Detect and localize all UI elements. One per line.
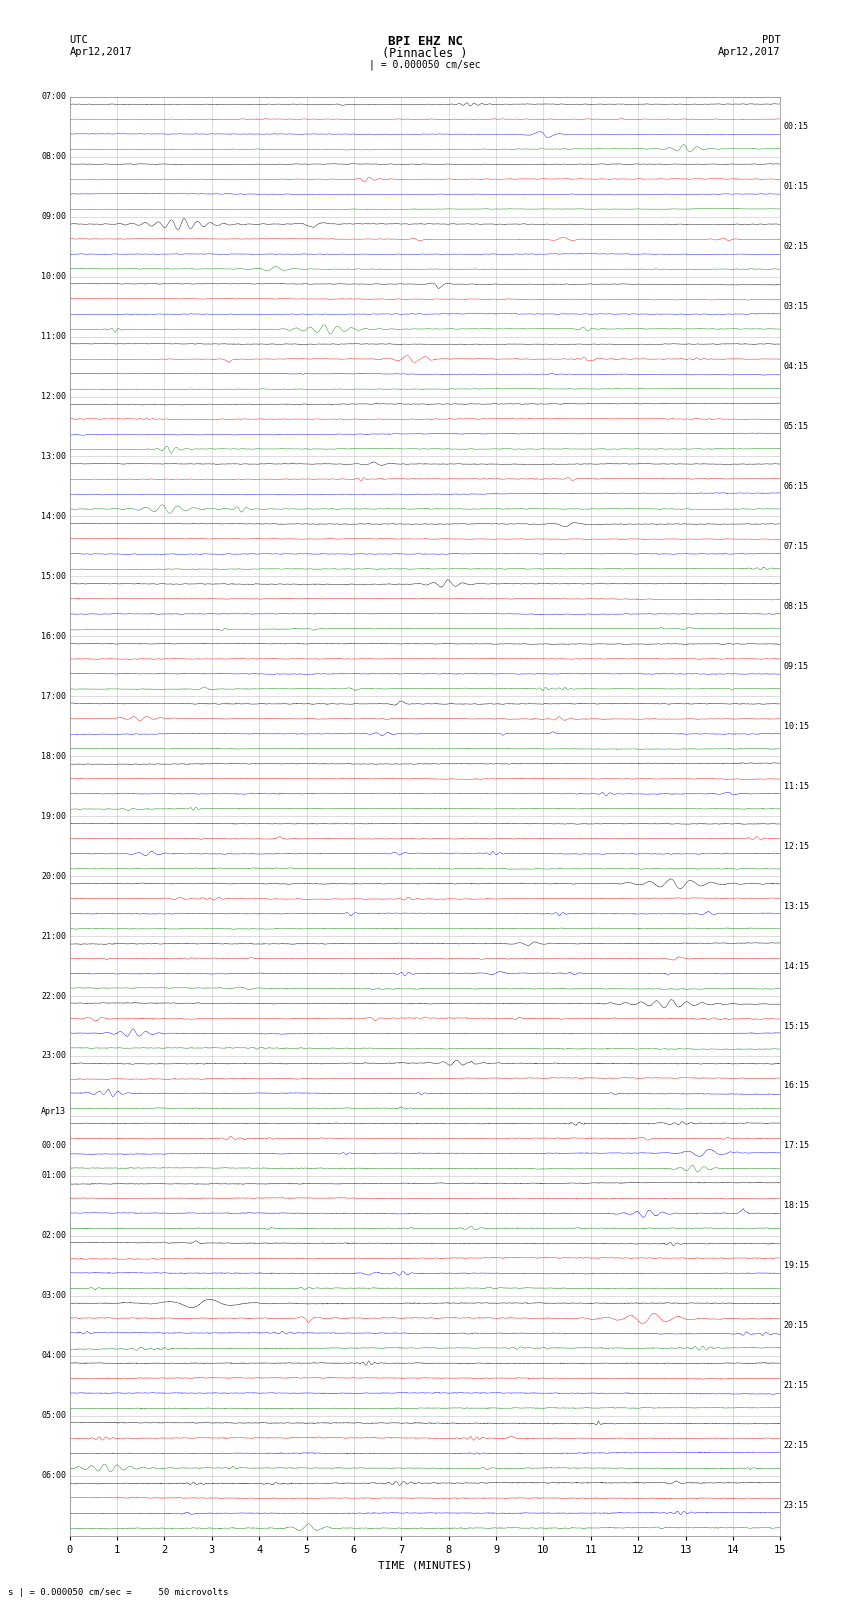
Text: 08:00: 08:00 bbox=[41, 152, 66, 161]
Text: 01:15: 01:15 bbox=[784, 182, 809, 192]
Text: 17:00: 17:00 bbox=[41, 692, 66, 700]
Text: 12:15: 12:15 bbox=[784, 842, 809, 850]
Text: 02:00: 02:00 bbox=[41, 1231, 66, 1240]
Text: (Pinnacles ): (Pinnacles ) bbox=[382, 47, 468, 60]
Text: 19:15: 19:15 bbox=[784, 1261, 809, 1271]
Text: 07:00: 07:00 bbox=[41, 92, 66, 102]
Text: 07:15: 07:15 bbox=[784, 542, 809, 552]
Text: 18:00: 18:00 bbox=[41, 752, 66, 761]
Text: 01:00: 01:00 bbox=[41, 1171, 66, 1181]
Text: 00:15: 00:15 bbox=[784, 123, 809, 131]
Text: 17:15: 17:15 bbox=[784, 1142, 809, 1150]
Text: Apr12,2017: Apr12,2017 bbox=[70, 47, 133, 56]
Text: 15:15: 15:15 bbox=[784, 1021, 809, 1031]
Text: 06:15: 06:15 bbox=[784, 482, 809, 490]
Text: PDT: PDT bbox=[762, 35, 780, 45]
Text: 11:00: 11:00 bbox=[41, 332, 66, 340]
Text: 16:00: 16:00 bbox=[41, 632, 66, 640]
Text: 05:00: 05:00 bbox=[41, 1411, 66, 1419]
Text: 03:00: 03:00 bbox=[41, 1292, 66, 1300]
Text: 12:00: 12:00 bbox=[41, 392, 66, 402]
Text: 00:00: 00:00 bbox=[41, 1142, 66, 1150]
Text: s | = 0.000050 cm/sec =     50 microvolts: s | = 0.000050 cm/sec = 50 microvolts bbox=[8, 1587, 229, 1597]
Text: 09:00: 09:00 bbox=[41, 213, 66, 221]
Text: 04:00: 04:00 bbox=[41, 1352, 66, 1360]
Text: 10:00: 10:00 bbox=[41, 273, 66, 281]
Text: 11:15: 11:15 bbox=[784, 782, 809, 790]
Text: 14:00: 14:00 bbox=[41, 511, 66, 521]
Text: 04:15: 04:15 bbox=[784, 361, 809, 371]
Text: 14:15: 14:15 bbox=[784, 961, 809, 971]
Text: 13:00: 13:00 bbox=[41, 452, 66, 461]
Text: | = 0.000050 cm/sec: | = 0.000050 cm/sec bbox=[369, 60, 481, 71]
Text: 22:15: 22:15 bbox=[784, 1440, 809, 1450]
Text: 09:15: 09:15 bbox=[784, 661, 809, 671]
X-axis label: TIME (MINUTES): TIME (MINUTES) bbox=[377, 1560, 473, 1569]
Text: 02:15: 02:15 bbox=[784, 242, 809, 252]
Text: Apr12,2017: Apr12,2017 bbox=[717, 47, 780, 56]
Text: 22:00: 22:00 bbox=[41, 992, 66, 1000]
Text: 21:00: 21:00 bbox=[41, 932, 66, 940]
Text: 21:15: 21:15 bbox=[784, 1381, 809, 1390]
Text: 06:00: 06:00 bbox=[41, 1471, 66, 1481]
Text: 18:15: 18:15 bbox=[784, 1202, 809, 1210]
Text: 16:15: 16:15 bbox=[784, 1081, 809, 1090]
Text: 13:15: 13:15 bbox=[784, 902, 809, 911]
Text: 03:15: 03:15 bbox=[784, 302, 809, 311]
Text: UTC: UTC bbox=[70, 35, 88, 45]
Text: 19:00: 19:00 bbox=[41, 811, 66, 821]
Text: 08:15: 08:15 bbox=[784, 602, 809, 611]
Text: BPI EHZ NC: BPI EHZ NC bbox=[388, 35, 462, 48]
Text: Apr13: Apr13 bbox=[41, 1107, 66, 1116]
Text: 20:15: 20:15 bbox=[784, 1321, 809, 1331]
Text: 05:15: 05:15 bbox=[784, 423, 809, 431]
Text: 23:00: 23:00 bbox=[41, 1052, 66, 1060]
Text: 15:00: 15:00 bbox=[41, 573, 66, 581]
Text: 20:00: 20:00 bbox=[41, 871, 66, 881]
Text: 23:15: 23:15 bbox=[784, 1502, 809, 1510]
Text: 10:15: 10:15 bbox=[784, 721, 809, 731]
